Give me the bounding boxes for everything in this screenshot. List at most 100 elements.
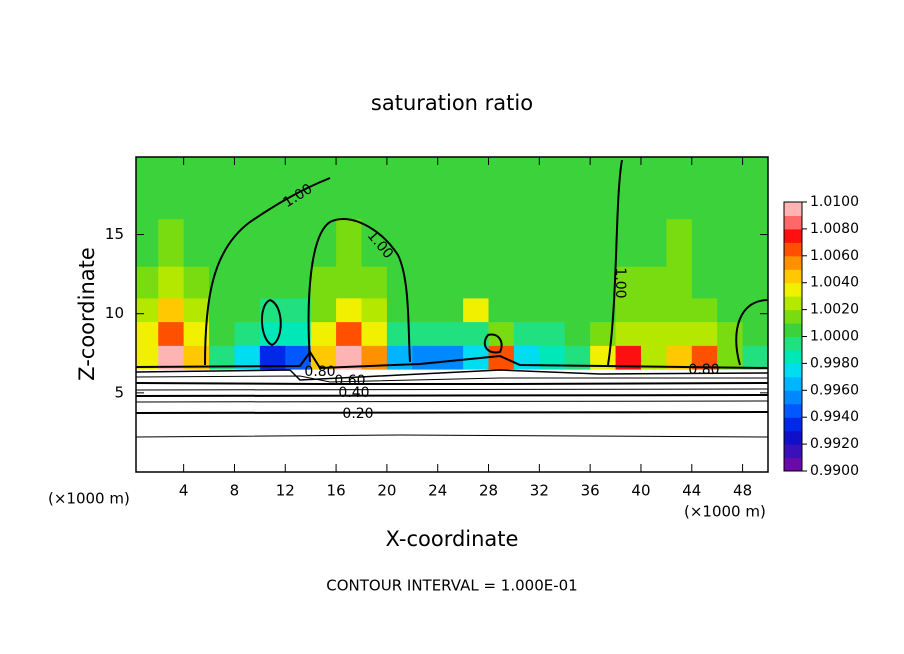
cell (691, 218, 718, 267)
cell (285, 266, 312, 299)
cell (590, 297, 617, 323)
cell (310, 266, 337, 299)
cell (513, 297, 540, 323)
cell (437, 157, 464, 220)
cell (183, 266, 210, 299)
cell (412, 218, 439, 267)
x-tick-label: 8 (230, 482, 240, 500)
colorbar-band (784, 444, 802, 459)
cell (640, 266, 667, 299)
x-tick-label: 4 (179, 482, 189, 500)
contours (136, 159, 768, 438)
cell (513, 321, 540, 346)
colorbar-tick-label: 1.0000 (810, 329, 859, 345)
cell (640, 218, 667, 267)
cell (691, 345, 718, 370)
cell (336, 321, 362, 346)
contour-label: 0.20 (342, 406, 373, 422)
colorbar-tick-label: 1.0040 (810, 275, 859, 291)
colorbar-band (784, 202, 802, 216)
colorbar-tick-label: 0.9960 (810, 382, 859, 398)
cell (183, 218, 210, 267)
x-tick-label: 16 (327, 482, 346, 500)
colorbar-tick-label: 1.0020 (810, 302, 859, 318)
cell (691, 266, 718, 299)
cell (386, 266, 413, 299)
colorbar-band (784, 376, 802, 391)
cell (361, 218, 388, 267)
y-tick-label: 5 (114, 383, 124, 401)
cell (590, 218, 617, 267)
cell (336, 266, 362, 299)
x-tick-label: 36 (581, 482, 600, 500)
cell (310, 157, 337, 220)
colorbar-band (784, 403, 802, 418)
cell (336, 297, 362, 323)
cell (539, 157, 566, 220)
cell (234, 157, 261, 220)
cell (742, 218, 768, 267)
cell (285, 321, 312, 346)
cell (463, 297, 490, 323)
cell (539, 297, 566, 323)
cell (564, 218, 591, 267)
cell (615, 266, 642, 299)
colorbar-band (784, 255, 802, 270)
cell (437, 218, 464, 267)
cell (361, 266, 388, 299)
y-tick-label: 15 (105, 225, 124, 243)
cell (539, 218, 566, 267)
cell (463, 218, 490, 267)
x-tick-label: 28 (479, 482, 498, 500)
cell (488, 218, 515, 267)
cell (234, 266, 261, 299)
colorbar-band (784, 269, 802, 284)
contour-label: 0.80 (304, 364, 335, 380)
cell (564, 321, 591, 346)
cell (158, 157, 185, 220)
colorbar-band (784, 309, 802, 324)
chart-title: saturation ratio (371, 91, 533, 115)
colorbar-band (784, 215, 802, 230)
cell (310, 297, 337, 323)
cell (437, 297, 464, 323)
cell (136, 345, 159, 370)
cell (234, 297, 261, 323)
colorbar: 1.0100 1.0080 1.0060 1.0040 1.0020 1.0000 0.99… (783, 194, 859, 479)
x-tick-label: 12 (276, 482, 295, 500)
cell (412, 321, 439, 346)
footer: CONTOUR INTERVAL = 1.000E-01 (326, 577, 577, 595)
y-tick-label: 10 (105, 304, 124, 322)
cell (539, 266, 566, 299)
cell (259, 266, 286, 299)
x-axis-label: X-coordinate (386, 527, 519, 551)
colorbar-band (784, 390, 802, 405)
cell (158, 266, 185, 299)
colorbar-tick-label: 1.0080 (810, 221, 859, 237)
colorbar-tick-label: 1.0100 (810, 194, 859, 210)
x-unit: (×1000 m) (684, 503, 766, 521)
cell (717, 266, 744, 299)
colorbar-band (784, 336, 802, 351)
cell (666, 345, 693, 370)
cell (564, 266, 591, 299)
x-tick-label: 20 (377, 482, 396, 500)
cell (336, 218, 362, 267)
cell (412, 297, 439, 323)
cell (158, 345, 185, 370)
contour-label: 0.80 (688, 362, 719, 378)
cell (310, 345, 337, 370)
cell (513, 266, 540, 299)
cell (691, 297, 718, 323)
colorbar-tick-label: 0.9940 (810, 409, 859, 425)
contour-label: 0.40 (338, 385, 369, 401)
cell (361, 321, 388, 346)
cell (742, 157, 768, 220)
colorbar-tick-label: 1.0060 (810, 248, 859, 264)
x-tick-label: 24 (428, 482, 447, 500)
cell (666, 321, 693, 346)
colorbar-band (784, 282, 802, 297)
cell (285, 297, 312, 323)
cell (310, 321, 337, 346)
cell (590, 266, 617, 299)
